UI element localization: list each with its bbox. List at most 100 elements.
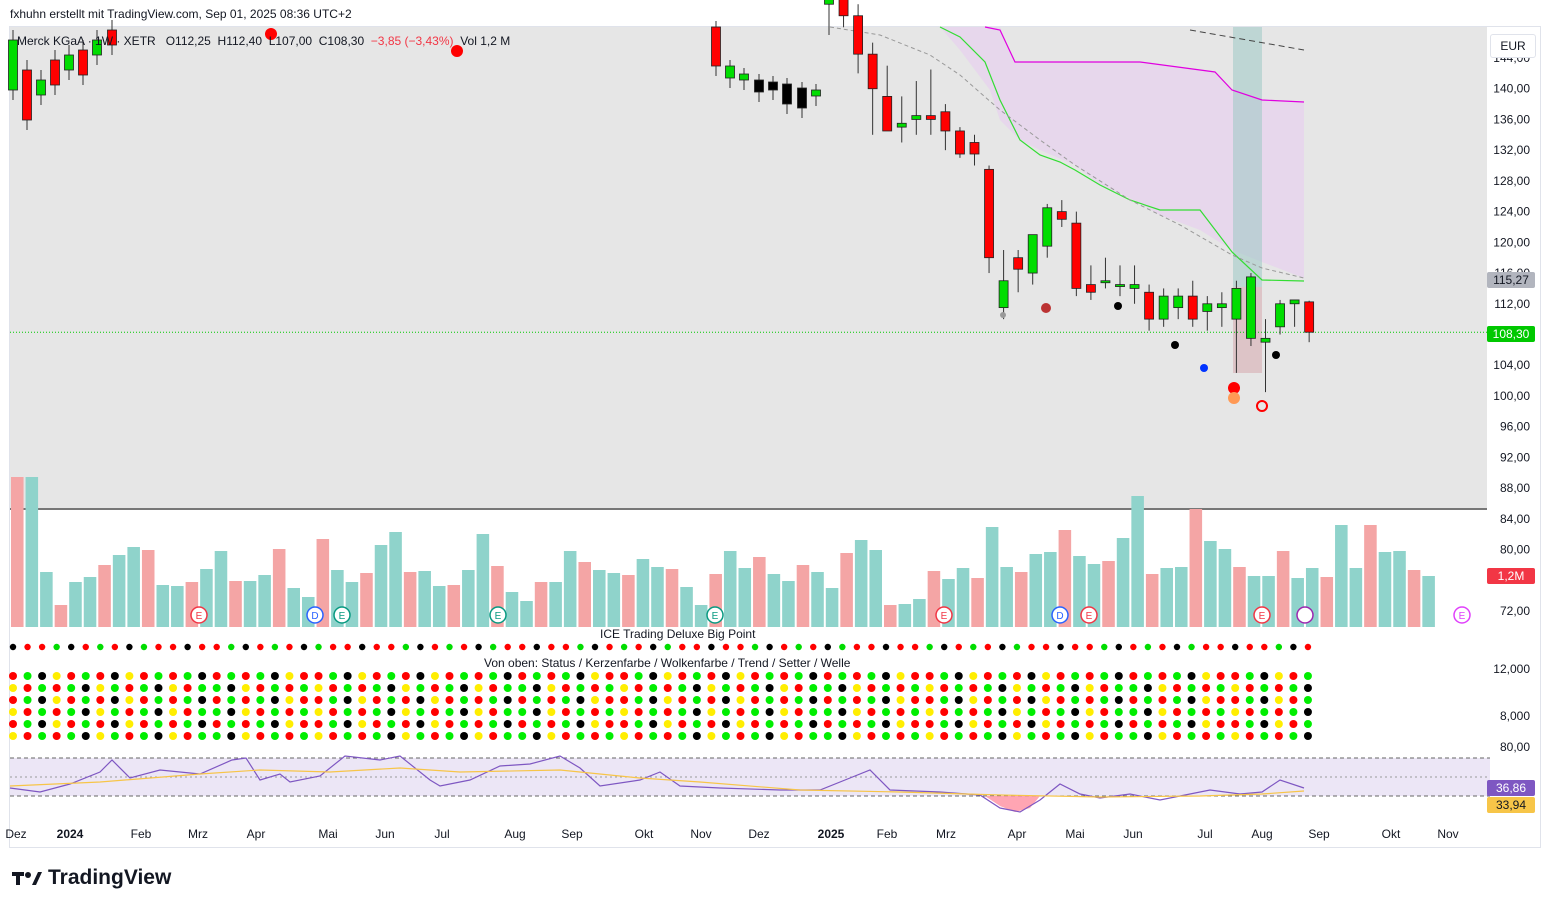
signal-dot (1041, 303, 1051, 313)
candle-body (1202, 303, 1213, 312)
matrix-dot (867, 732, 876, 740)
big-point-dot (126, 643, 133, 651)
volume-bar (25, 477, 39, 627)
matrix-dot (23, 732, 32, 740)
matrix-dot (852, 708, 861, 716)
big-point-dot (620, 643, 628, 651)
matrix-dot (1260, 696, 1269, 704)
big-point-dot (1246, 643, 1253, 651)
matrix-dot (969, 732, 978, 740)
time-axis-label: Sep (561, 827, 583, 841)
event-marker-label: E (941, 611, 948, 622)
matrix-dot (489, 672, 498, 680)
matrix-dot (183, 672, 192, 680)
symbol-legend[interactable]: Merck KGaA · 1W · XETR O112,25 H112,40 L… (17, 34, 510, 48)
matrix-dot (983, 708, 992, 716)
matrix-dot (620, 696, 629, 704)
candle-body (1231, 288, 1242, 320)
event-marker (1253, 606, 1271, 624)
candle-body (768, 81, 778, 91)
volume-bar (1131, 496, 1144, 627)
matrix-dot (96, 720, 105, 728)
matrix-dot (852, 672, 861, 680)
matrix-dot (329, 720, 338, 728)
matrix-dot (925, 720, 934, 728)
matrix-dot (954, 696, 963, 704)
volume-bar (607, 573, 621, 627)
matrix-dot (1289, 732, 1298, 740)
volume-bar (462, 570, 475, 627)
tradingview-logo[interactable]: TradingView (12, 866, 171, 890)
big-point-dot (155, 643, 162, 651)
matrix-dot (96, 684, 105, 692)
matrix-dot (911, 708, 920, 716)
big-point-dot (562, 643, 570, 651)
matrix-dot (1274, 672, 1283, 680)
matrix-dot (67, 708, 76, 716)
volume-bar (127, 547, 140, 627)
matrix-dot (751, 684, 760, 692)
event-marker (935, 606, 953, 624)
matrix-dot (387, 708, 396, 716)
big-point-dot (111, 643, 119, 651)
matrix-dot (576, 720, 585, 728)
matrix-dot (809, 672, 818, 680)
matrix-dot (561, 696, 570, 704)
matrix-dot (1056, 708, 1065, 716)
matrix-dot (1129, 684, 1138, 692)
matrix-dot (983, 672, 992, 680)
candle-body (1289, 299, 1300, 305)
matrix-dot (867, 708, 876, 716)
matrix-dot (1056, 672, 1065, 680)
time-axis-label: Feb (131, 827, 152, 841)
osc-fast-tag: 36,86 (1487, 780, 1535, 796)
matrix-dot (1012, 720, 1021, 728)
matrix-dot (1289, 672, 1298, 680)
matrix-dot (794, 672, 803, 680)
matrix-dot (794, 696, 803, 704)
matrix-dot (882, 720, 890, 728)
currency-button[interactable]: EUR (1490, 34, 1536, 58)
volume-bar (563, 551, 577, 627)
osc-slow-line (9, 767, 1305, 798)
matrix-dot (547, 672, 556, 680)
volume-bar (447, 585, 461, 627)
matrix-dot (1274, 696, 1283, 704)
big-point-dot (1304, 643, 1312, 651)
matrix-dot (1260, 708, 1269, 716)
time-axis-label: Mrz (188, 827, 208, 841)
matrix-dot (1143, 696, 1152, 704)
volume-bar (549, 582, 562, 627)
matrix-dot (300, 720, 308, 728)
volume-bar (1160, 568, 1173, 627)
matrix-dot (605, 672, 614, 680)
big-point-dot (504, 643, 511, 651)
matrix-dot (67, 720, 76, 728)
symbol-low: L107,00 (268, 34, 313, 48)
matrix-dot (300, 732, 308, 740)
candle-body (984, 168, 994, 259)
candle-body (739, 73, 749, 81)
matrix-dot (634, 708, 643, 716)
matrix-dot (649, 684, 658, 692)
volume-bar (913, 599, 926, 627)
big-point-dot (1202, 643, 1210, 651)
matrix-dot (707, 708, 716, 716)
matrix-dot (1158, 696, 1167, 704)
candle-body (853, 15, 863, 55)
matrix-dot (503, 684, 512, 692)
matrix-dot (1158, 732, 1167, 740)
matrix-dot (23, 720, 32, 728)
matrix-dot (1187, 708, 1196, 716)
big-point-dot (1159, 643, 1166, 651)
candle-body (64, 54, 74, 71)
matrix-dot (969, 708, 978, 716)
big-point-dot (198, 643, 206, 651)
volume-bar (767, 574, 781, 627)
volume-bar (985, 527, 999, 627)
time-axis-label: Apr (247, 827, 266, 841)
matrix-dot (81, 672, 90, 680)
matrix-dot (591, 720, 599, 728)
price-axis-label: 124,00 (1493, 205, 1530, 219)
